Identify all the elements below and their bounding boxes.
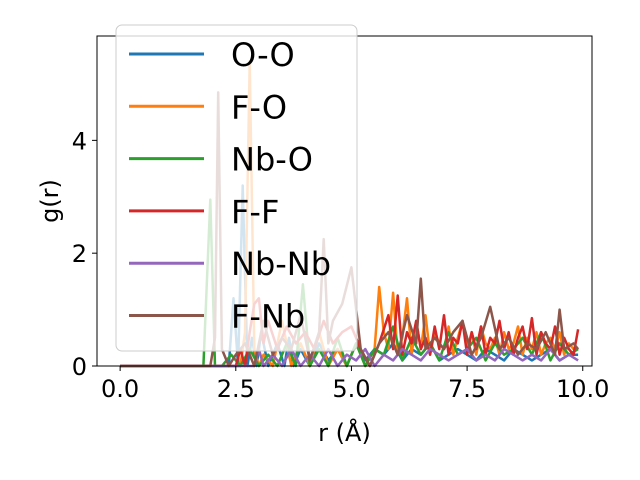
x-tick-label: 0.0 (101, 375, 139, 403)
x-tick-label: 10.0 (556, 375, 609, 403)
legend-label: F-F (231, 193, 279, 231)
y-tick-label: 4 (72, 127, 87, 155)
series-line-nb-nb (120, 347, 579, 368)
legend-label: Nb-Nb (231, 245, 331, 283)
y-axis-label: g(r) (36, 179, 64, 223)
legend-label: F-Nb (231, 298, 305, 336)
y-axis: 0 2 4 (72, 127, 97, 381)
legend-label: F-O (231, 88, 287, 126)
legend-label: O-O (231, 36, 295, 74)
x-tick-label: 5.0 (332, 375, 370, 403)
legend-label: Nb-O (231, 141, 313, 179)
series-line-f-nb (120, 91, 580, 368)
y-tick-label: 0 (72, 353, 87, 381)
legend: O-O F-O Nb-O F-F Nb-Nb F-Nb (115, 24, 358, 352)
x-axis-label: r (Å) (318, 418, 371, 447)
x-axis: 0.0 2.5 5.0 7.5 10.0 (101, 366, 609, 403)
y-tick-label: 2 (72, 240, 87, 268)
x-tick-label: 7.5 (448, 375, 486, 403)
x-tick-label: 2.5 (217, 375, 255, 403)
